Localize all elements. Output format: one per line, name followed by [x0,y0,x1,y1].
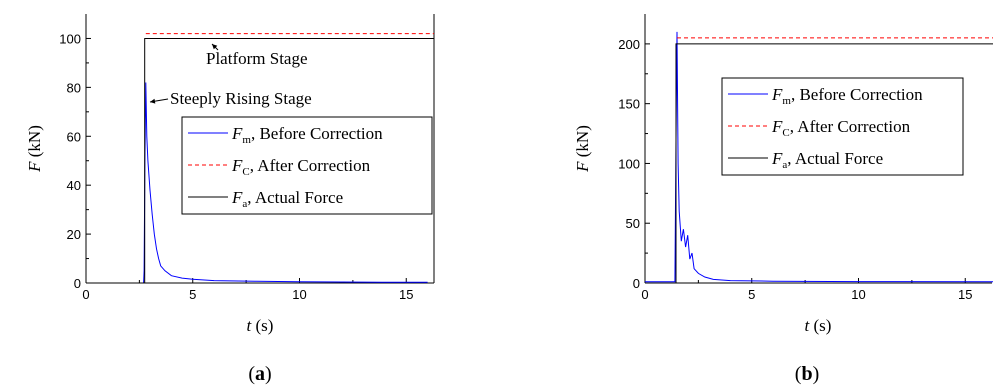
legend-entry: Fm, Before Correction [231,124,383,146]
y-axis-title: F (kN) [25,125,44,173]
series-line-m [86,82,428,283]
legend-entry: Fa, Actual Force [231,188,343,210]
x-tick-label: 5 [748,287,755,302]
y-tick-label: 60 [67,129,81,144]
series-line-a [645,43,993,283]
chart-panel-a: 0 5 10 15 0 20 40 60 80 100 F (kN) t (s) Fm, Before … [25,14,435,385]
x-tick-label: 10 [851,287,865,302]
y-tick-label: 50 [626,216,640,231]
y-tick-label: 150 [618,97,640,112]
annotation-arrowhead [150,98,156,104]
x-tick-label: 15 [399,287,413,302]
series-line-m [645,31,993,283]
legend-entry: FC, After Correction [231,156,371,178]
annotation: Platform Stage [206,43,308,68]
annotation-text: Steeply Rising Stage [170,89,312,108]
legend-entry: Fa, Actual Force [771,149,883,171]
x-tick-label: 0 [641,287,648,302]
legend: Fm, Before Correction FC, After Correctio… [181,116,433,215]
y-tick-label: 80 [67,80,81,95]
x-tick-label: 15 [958,287,972,302]
annotation-text: Platform Stage [206,49,308,68]
y-tick-label: 100 [618,156,640,171]
x-tick-label: 0 [82,287,89,302]
y-axis-title: F (kN) [573,125,592,173]
panel-label: (a) [248,363,271,385]
series-group [86,33,434,283]
y-tick-label: 0 [633,276,640,291]
y-tick-label: 40 [67,178,81,193]
annotation-arrowhead [212,44,218,50]
series-line-a [86,38,434,283]
y-tick-label: 100 [59,31,81,46]
legend-entry: FC, After Correction [771,117,911,139]
legend-entry: Fm, Before Correction [771,85,923,107]
x-tick-label: 10 [292,287,306,302]
series-group [645,31,993,283]
x-axis-title: t (s) [805,316,832,335]
y-tick-label: 0 [74,276,81,291]
x-tick-label: 5 [189,287,196,302]
y-tick-label: 200 [618,37,640,52]
x-axis-title: t (s) [247,316,274,335]
y-tick-label: 20 [67,227,81,242]
annotation: Steeply Rising Stage [149,89,312,108]
panel-label: (b) [795,363,819,385]
legend: Fm, Before Correction FC, After Correctio… [721,77,964,176]
